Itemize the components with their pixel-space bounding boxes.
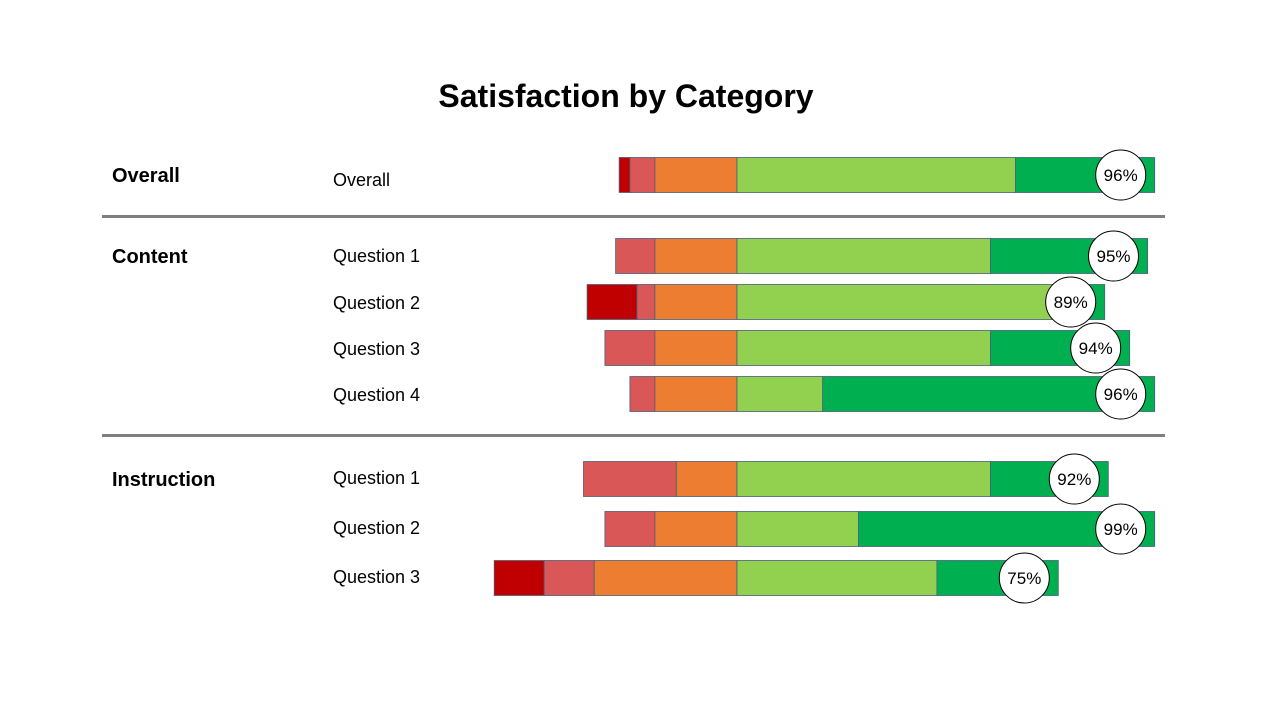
chart-title: Satisfaction by Category [438, 78, 814, 114]
bar-segment-neutral [675, 461, 738, 497]
satisfaction-label: 89% [1054, 293, 1088, 312]
bar-segment-very-dissatisfied [493, 560, 545, 596]
bar-segment-neutral [654, 330, 738, 366]
group-divider [102, 215, 1165, 218]
satisfaction-badge [1048, 453, 1100, 505]
satisfaction-badge [998, 552, 1050, 604]
bar-segment-dissatisfied [629, 157, 656, 193]
bar-segment-satisfied [736, 284, 1059, 320]
bar-segment-dissatisfied [604, 511, 656, 547]
satisfaction-label: 96% [1104, 166, 1138, 185]
bar-segment-very-dissatisfied [618, 157, 631, 193]
satisfaction-label: 92% [1057, 470, 1091, 489]
bar-segment-dissatisfied [583, 461, 677, 497]
group-divider [102, 434, 1165, 437]
bar-segment-neutral [654, 284, 738, 320]
bar-segment-neutral [654, 376, 738, 412]
bar-segment-satisfied [736, 238, 991, 274]
group-label-overall: Overall [112, 165, 180, 187]
group-label-instruction: Instruction [112, 469, 216, 491]
satisfaction-badge [1095, 368, 1147, 420]
satisfaction-label: 96% [1104, 385, 1138, 404]
bar-segment-satisfied [736, 330, 991, 366]
bar-segment-neutral [654, 157, 738, 193]
bar-segment-satisfied [736, 511, 859, 547]
bar-segment-satisfied [736, 157, 1016, 193]
bar-segment-dissatisfied [636, 284, 656, 320]
row-label-content-q1: Question 1 [333, 246, 421, 266]
satisfaction-badge [1095, 149, 1147, 201]
bar-segment-dissatisfied [543, 560, 595, 596]
row-label-content-q4: Question 4 [333, 385, 421, 405]
satisfaction-label: 75% [1007, 569, 1041, 588]
group-label-content: Content [112, 246, 188, 268]
bar-segment-very-dissatisfied [586, 284, 638, 320]
row-label-overall: Overall [333, 170, 391, 190]
bar-segment-satisfied [736, 560, 938, 596]
bar-segment-neutral [654, 238, 738, 274]
satisfaction-badge [1070, 322, 1122, 374]
row-label-instruction-q1: Question 1 [333, 468, 421, 488]
row-label-content-q2: Question 2 [333, 293, 421, 313]
bar-segment-satisfied [736, 461, 991, 497]
satisfaction-label: 99% [1104, 520, 1138, 539]
satisfaction-badge [1095, 503, 1147, 555]
bar-segment-dissatisfied [629, 376, 656, 412]
satisfaction-label: 94% [1079, 339, 1113, 358]
bar-segment-dissatisfied [615, 238, 656, 274]
bar-segment-satisfied [736, 376, 824, 412]
bar-segment-neutral [593, 560, 738, 596]
row-label-content-q3: Question 3 [333, 339, 421, 359]
bar-segment-neutral [654, 511, 738, 547]
satisfaction-badge [1088, 230, 1139, 282]
satisfaction-badge [1045, 276, 1097, 328]
satisfaction-label: 95% [1096, 247, 1130, 266]
row-label-instruction-q3: Question 3 [333, 567, 421, 587]
bar-segment-dissatisfied [604, 330, 656, 366]
row-label-instruction-q2: Question 2 [333, 518, 421, 538]
